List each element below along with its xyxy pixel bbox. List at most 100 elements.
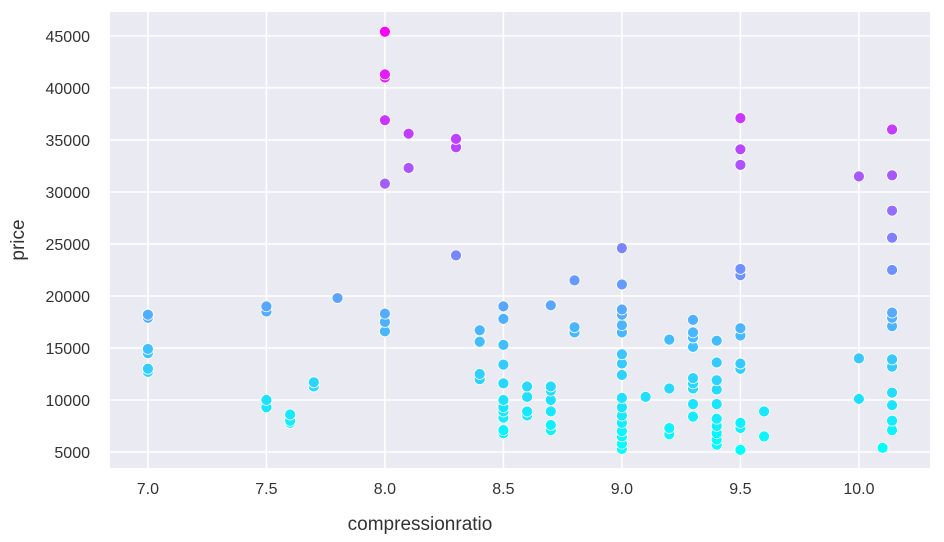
data-point: [142, 362, 154, 375]
y-axis-label: price: [8, 219, 29, 260]
data-point: [687, 313, 699, 326]
data-point: [639, 390, 652, 403]
data-point: [616, 348, 628, 361]
data-point: [886, 264, 898, 276]
data-point: [379, 307, 391, 320]
data-point: [544, 405, 557, 418]
data-point: [734, 444, 747, 456]
data-point: [497, 394, 510, 406]
data-point: [284, 408, 297, 421]
y-tick-label: 10000: [46, 393, 91, 410]
data-point: [331, 292, 344, 304]
data-point: [734, 416, 747, 429]
data-point: [663, 422, 676, 434]
data-point: [687, 372, 699, 385]
data-point: [497, 358, 510, 371]
x-tick-label: 10.0: [843, 481, 874, 498]
y-tick-label: 30000: [46, 185, 91, 202]
data-point: [568, 274, 581, 287]
data-point: [853, 170, 865, 183]
data-point: [886, 231, 898, 244]
y-tick-label: 20000: [46, 289, 91, 306]
data-point: [734, 357, 747, 370]
data-point: [616, 242, 628, 255]
data-points: [142, 25, 898, 456]
data-point: [142, 343, 154, 355]
data-point: [142, 308, 154, 321]
data-point: [402, 127, 415, 140]
data-point: [886, 123, 898, 136]
x-tick-label: 7.5: [255, 481, 277, 498]
data-point: [473, 335, 486, 348]
data-point: [663, 333, 676, 346]
data-point: [710, 412, 723, 425]
data-point: [734, 159, 747, 171]
y-tick-label: 45000: [46, 29, 91, 46]
data-point: [886, 204, 898, 217]
data-point: [450, 132, 462, 145]
data-point: [616, 319, 628, 331]
x-tick-label: 8.0: [374, 481, 396, 498]
data-point: [260, 300, 273, 313]
x-axis-label: compressionratio: [348, 514, 493, 535]
data-point: [886, 399, 898, 412]
data-point: [876, 441, 889, 454]
data-point: [886, 169, 898, 182]
data-point: [379, 25, 391, 38]
y-tick-label: 40000: [46, 81, 91, 98]
data-point: [497, 338, 510, 351]
y-tick-label: 15000: [46, 341, 91, 358]
y-tick-labels: 5000 10000 15000 20000 25000 30000 35000 40000 4…: [46, 29, 91, 462]
x-tick-label: 9.5: [729, 481, 751, 498]
data-point: [521, 405, 534, 418]
x-tick-labels: 7.0 7.5 8.0 8.5 9.0 9.5 10.0: [137, 481, 875, 498]
data-point: [687, 410, 699, 423]
data-point: [260, 394, 273, 406]
x-tick-label: 8.5: [492, 481, 514, 498]
data-point: [710, 356, 723, 369]
data-point: [473, 368, 486, 380]
data-point: [616, 369, 628, 381]
data-point: [886, 306, 898, 319]
data-point: [734, 322, 747, 335]
data-point: [521, 380, 534, 393]
data-point: [710, 398, 723, 411]
data-point: [710, 374, 723, 387]
data-point: [886, 414, 898, 427]
data-point: [687, 326, 699, 339]
data-point: [710, 334, 723, 347]
data-point: [402, 162, 415, 174]
y-tick-label: 5000: [54, 445, 90, 462]
data-point: [497, 377, 510, 390]
data-point: [544, 419, 557, 431]
data-point: [450, 249, 462, 262]
data-point: [497, 300, 510, 313]
y-tick-label: 35000: [46, 133, 91, 150]
data-point: [663, 382, 676, 395]
data-point: [497, 312, 510, 325]
data-point: [687, 398, 699, 411]
data-point: [473, 324, 486, 337]
x-tick-label: 7.0: [137, 481, 159, 498]
data-point: [568, 321, 581, 334]
data-point: [853, 352, 865, 365]
data-point: [758, 405, 771, 418]
data-point: [616, 303, 628, 316]
data-point: [497, 424, 510, 437]
data-point: [734, 263, 747, 275]
data-point: [544, 299, 557, 312]
data-point: [379, 114, 391, 127]
data-point: [886, 386, 898, 399]
data-point: [307, 376, 320, 389]
y-tick-label: 25000: [46, 237, 91, 254]
data-point: [616, 391, 628, 404]
data-point: [734, 143, 747, 156]
data-point: [853, 393, 865, 405]
data-point: [734, 112, 747, 124]
gridlines: [110, 12, 930, 468]
data-point: [758, 430, 771, 443]
data-point: [616, 278, 628, 291]
data-point: [544, 380, 557, 393]
data-point: [886, 353, 898, 366]
